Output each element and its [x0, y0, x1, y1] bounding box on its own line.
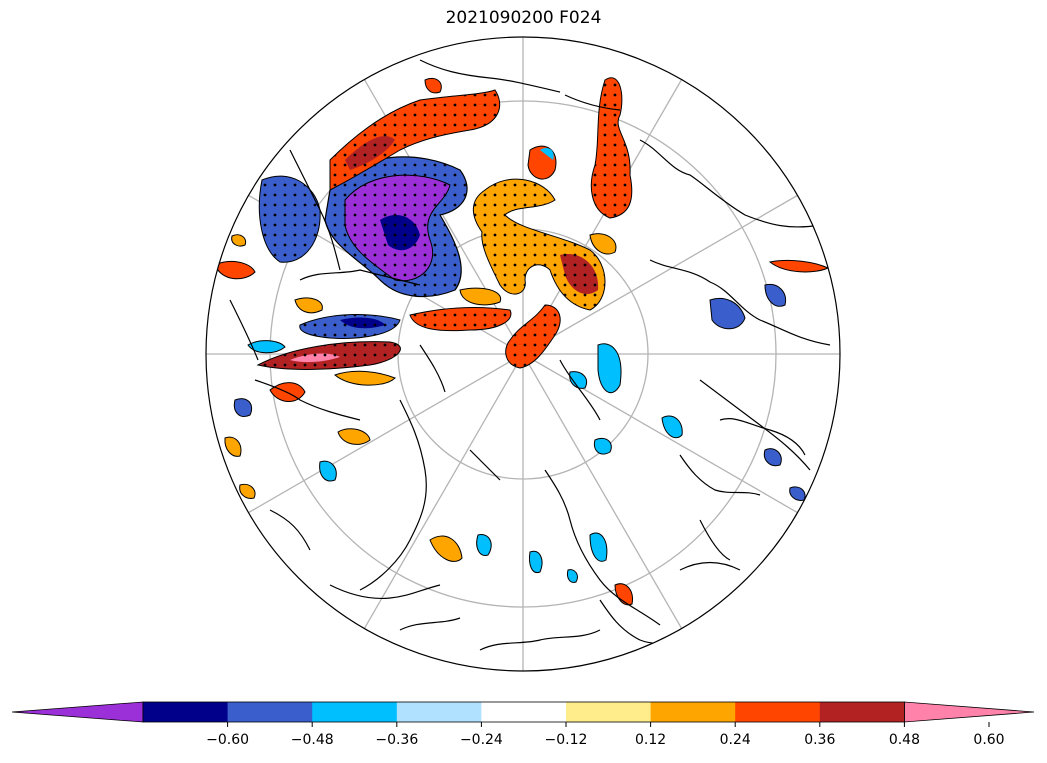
colorbar-tick-label: 0.12 — [635, 732, 666, 748]
colorbar-tick-label: −0.48 — [291, 732, 334, 748]
negative-anomaly-east — [709, 297, 746, 330]
colorbar-cell — [735, 702, 821, 722]
coastlines — [229, 59, 831, 651]
colorbar-cell — [312, 702, 398, 722]
colorbar-tick-label: 0.48 — [889, 732, 920, 748]
colorbar-tick-label: −0.36 — [375, 732, 418, 748]
colorbar-tick-label: 0.60 — [973, 732, 1004, 748]
colorbar-tick-label: −0.24 — [460, 732, 503, 748]
colorbar-extend-min — [11, 701, 144, 723]
colorbar-tick-label: −0.12 — [545, 732, 588, 748]
colorbar-cell — [143, 702, 229, 722]
colorbar-cell — [650, 702, 736, 722]
polar-map — [205, 36, 841, 672]
colorbar: −0.60 −0.48 −0.36 −0.24 −0.12 0.12 0.24 0.36 0.4… — [11, 701, 1035, 748]
colorbar-tick-label: 0.36 — [804, 732, 835, 748]
colorbar-outline — [142, 701, 905, 723]
colorbar-cell — [227, 702, 313, 722]
colorbar-extend-max — [904, 701, 1035, 723]
colorbar-tick-label: −0.60 — [206, 732, 249, 748]
colorbar-tick-label: 0.24 — [720, 732, 751, 748]
map-boundary — [205, 36, 841, 672]
colorbar-cell — [819, 702, 905, 722]
colorbar-cell — [481, 702, 567, 722]
map-title: 2021090200 F024 — [445, 8, 602, 28]
colorbar-cell — [396, 702, 482, 722]
anomaly-fields — [214, 77, 830, 606]
colorbar-cell — [566, 702, 652, 722]
